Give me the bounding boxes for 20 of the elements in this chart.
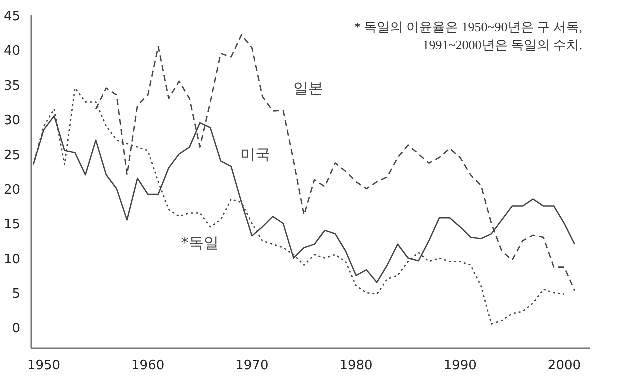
y-tick-label: 15 [4,218,21,233]
x-tick-label: 1980 [340,358,373,374]
y-tick-label: 5 [12,287,21,302]
y-tick-label: 0 [12,322,21,337]
x-tick-label: 2000 [548,358,582,374]
y-tick-label: 40 [4,44,21,60]
y-tick-label: 45 [4,10,21,24]
x-tick-label: 1960 [132,358,165,374]
series-label: *독일 [181,234,219,252]
y-tick-label: 10 [4,252,21,268]
x-tick-label: 1950 [27,358,61,374]
x-tick-label: 1990 [444,358,477,374]
series-label: 일본 [293,80,324,98]
y-tick-label: 35 [4,78,21,94]
y-tick-label: 30 [4,114,21,129]
x-tick-label: 1970 [236,358,269,374]
y-tick-label: 25 [4,148,21,164]
y-tick-label: 20 [4,182,21,198]
series-label: 미국 [240,146,270,164]
annotation: * 독일의 이윤율은 1950~90년은 구 서독, 1991~2000년은 독일의 수치. [354,20,583,52]
